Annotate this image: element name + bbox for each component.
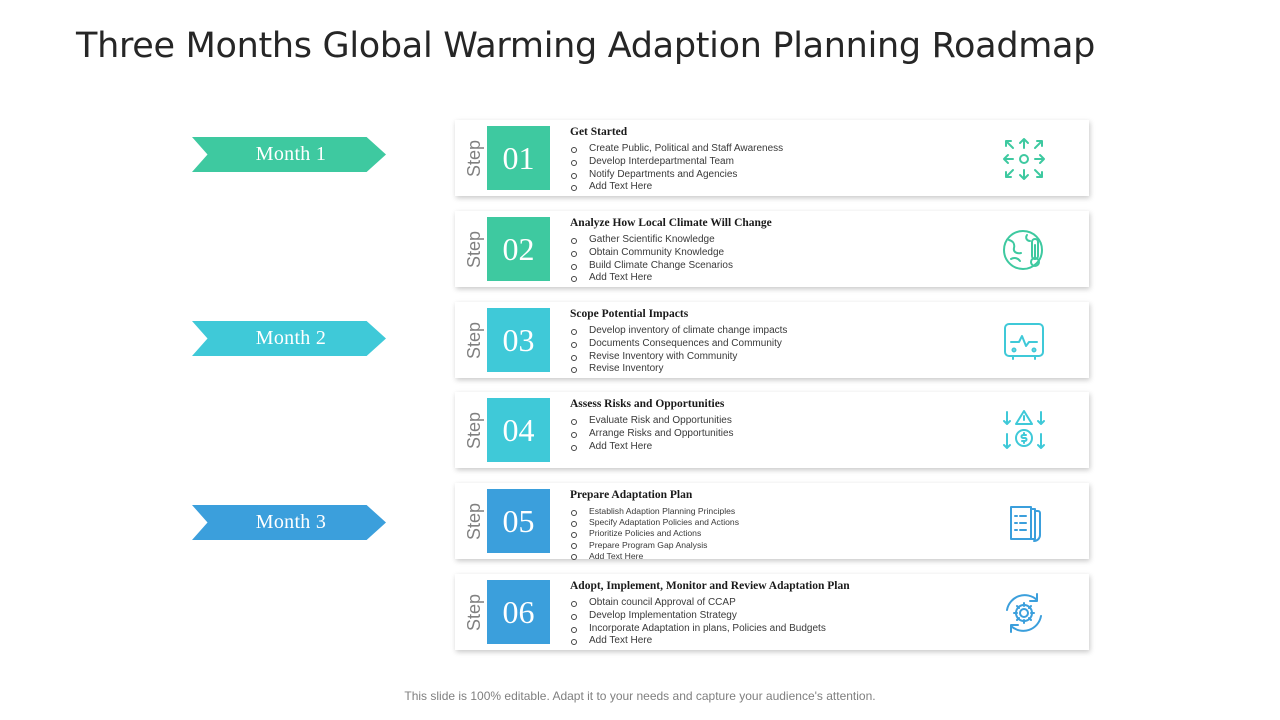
page-title: Three Months Global Warming Adaption Pla… <box>76 26 1096 66</box>
risk-money-icon <box>1001 408 1047 454</box>
step-number: 01 <box>487 126 550 190</box>
step-list: Obtain council Approval of CCAP Develop … <box>570 597 1000 648</box>
monitor-device-icon <box>1001 318 1047 364</box>
list-item: Specify Adaptation Policies and Actions <box>570 517 1000 528</box>
step-number: 04 <box>487 398 550 462</box>
list-item: Add Text Here <box>570 635 1000 648</box>
list-item: Revise Inventory <box>570 363 1000 376</box>
step-label: Step <box>464 230 485 268</box>
list-item: Notify Departments and Agencies <box>570 169 1000 182</box>
list-item: Prioritize Policies and Actions <box>570 528 1000 539</box>
list-item: Add Text Here <box>570 181 1000 194</box>
list-item: Prepare Program Gap Analysis <box>570 540 1000 551</box>
step-list: Evaluate Risk and Opportunities Arrange … <box>570 415 1000 453</box>
list-item: Gather Scientific Knowledge <box>570 234 1000 247</box>
step-list: Create Public, Political and Staff Aware… <box>570 143 1000 194</box>
month-2-arrow: Month 2 <box>192 321 386 356</box>
list-item: Develop inventory of climate change impa… <box>570 325 1000 338</box>
list-item: Revise Inventory with Community <box>570 351 1000 364</box>
step-card-6: Step 06 Adopt, Implement, Monitor and Re… <box>455 574 1089 650</box>
list-item: Add Text Here <box>570 272 1000 285</box>
step-card-3: Step 03 Scope Potential Impacts Develop … <box>455 302 1089 378</box>
step-heading: Scope Potential Impacts <box>570 308 689 320</box>
step-number: 02 <box>487 217 550 281</box>
list-item: Obtain council Approval of CCAP <box>570 597 1000 610</box>
step-label: Step <box>464 502 485 540</box>
step-heading: Adopt, Implement, Monitor and Review Ada… <box>570 580 850 592</box>
step-card-2: Step 02 Analyze How Local Climate Will C… <box>455 211 1089 287</box>
footer-note: This slide is 100% editable. Adapt it to… <box>404 689 876 703</box>
step-card-1: Step 01 Get Started Create Public, Polit… <box>455 120 1089 196</box>
list-item: Arrange Risks and Opportunities <box>570 428 1000 441</box>
list-item: Add Text Here <box>570 551 1000 562</box>
step-heading: Prepare Adaptation Plan <box>570 489 693 501</box>
list-item: Evaluate Risk and Opportunities <box>570 415 1000 428</box>
list-item: Obtain Community Knowledge <box>570 247 1000 260</box>
step-number: 06 <box>487 580 550 644</box>
step-label: Step <box>464 139 485 177</box>
list-item: Documents Consequences and Community <box>570 338 1000 351</box>
step-card-4: Step 04 Assess Risks and Opportunities E… <box>455 392 1089 468</box>
step-list: Develop inventory of climate change impa… <box>570 325 1000 376</box>
step-number: 05 <box>487 489 550 553</box>
step-card-5: Step 05 Prepare Adaptation Plan Establis… <box>455 483 1089 562</box>
month-1-arrow: Month 1 <box>192 137 386 172</box>
step-list: Establish Adaption Planning Principles S… <box>570 506 1000 562</box>
list-item: Add Text Here <box>570 441 1000 454</box>
list-item: Build Climate Change Scenarios <box>570 260 1000 273</box>
list-item: Establish Adaption Planning Principles <box>570 506 1000 517</box>
step-label: Step <box>464 321 485 359</box>
month-3-arrow: Month 3 <box>192 505 386 540</box>
globe-thermometer-icon <box>1001 227 1047 273</box>
step-heading: Analyze How Local Climate Will Change <box>570 217 772 229</box>
step-list: Gather Scientific Knowledge Obtain Commu… <box>570 234 1000 285</box>
arrows-expand-icon <box>1001 136 1047 182</box>
list-item: Develop Implementation Strategy <box>570 610 1000 623</box>
step-label: Step <box>464 411 485 449</box>
document-checklist-icon <box>1001 499 1047 545</box>
step-heading: Get Started <box>570 126 628 138</box>
list-item: Develop Interdepartmental Team <box>570 156 1000 169</box>
step-label: Step <box>464 593 485 631</box>
list-item: Incorporate Adaptation in plans, Policie… <box>570 623 1000 636</box>
step-number: 03 <box>487 308 550 372</box>
step-heading: Assess Risks and Opportunities <box>570 398 725 410</box>
list-item: Create Public, Political and Staff Aware… <box>570 143 1000 156</box>
gear-cycle-icon <box>1001 590 1047 636</box>
